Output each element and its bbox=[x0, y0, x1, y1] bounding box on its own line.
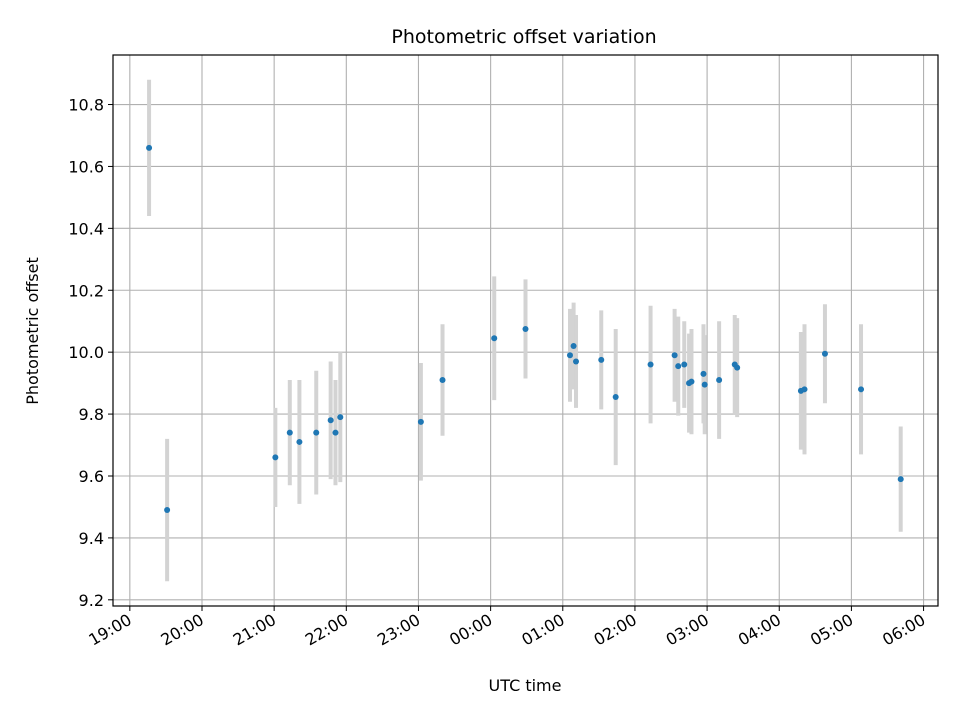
data-point bbox=[647, 361, 654, 368]
data-point bbox=[439, 377, 446, 384]
x-tick-label: 20:00 bbox=[158, 610, 207, 650]
x-axis: 19:00 20:00 21:00 22:00 23:00 00:00 01:00 02:00… bbox=[85, 606, 929, 650]
data-point bbox=[801, 386, 808, 393]
data-point bbox=[675, 363, 682, 370]
x-tick-label: 01:00 bbox=[518, 610, 567, 650]
data-point bbox=[566, 352, 573, 359]
y-tick-label: 10.0 bbox=[68, 343, 104, 362]
data-point bbox=[700, 370, 707, 377]
data-point bbox=[897, 476, 904, 483]
data-point bbox=[337, 414, 344, 421]
data-point bbox=[417, 418, 424, 425]
x-tick-label: 04:00 bbox=[735, 610, 784, 650]
y-tick-label: 10.8 bbox=[68, 96, 104, 115]
x-tick-label: 06:00 bbox=[879, 610, 928, 650]
data-point bbox=[522, 325, 529, 332]
data-point bbox=[296, 438, 303, 445]
chart-title: Photometric offset variation bbox=[391, 26, 656, 48]
data-point bbox=[671, 352, 678, 359]
data-point bbox=[821, 350, 828, 357]
data-point bbox=[598, 356, 605, 363]
data-point bbox=[688, 378, 695, 385]
data-point bbox=[491, 335, 498, 342]
plot-frame bbox=[112, 54, 939, 607]
data-point bbox=[146, 144, 153, 151]
data-point bbox=[573, 358, 580, 365]
data-point bbox=[164, 507, 171, 514]
data-point bbox=[272, 454, 279, 461]
x-tick-label: 02:00 bbox=[591, 610, 640, 650]
data-point bbox=[612, 394, 619, 401]
y-tick-label: 9.4 bbox=[79, 529, 104, 548]
x-axis-title: UTC time bbox=[489, 676, 562, 695]
data-point bbox=[570, 342, 577, 349]
data-point bbox=[313, 429, 320, 436]
y-axis-title: Photometric offset bbox=[23, 257, 42, 405]
data-point bbox=[332, 429, 339, 436]
y-tick-label: 9.2 bbox=[79, 591, 104, 610]
y-tick-label: 10.4 bbox=[68, 219, 104, 238]
data-point bbox=[734, 364, 741, 371]
data-point bbox=[286, 429, 293, 436]
x-tick-label: 23:00 bbox=[374, 610, 423, 650]
x-tick-label: 19:00 bbox=[85, 610, 134, 650]
y-tick-label: 10.2 bbox=[68, 281, 104, 300]
data-point bbox=[701, 381, 708, 388]
y-axis: 9.2 9.4 9.6 9.8 10.0 10.2 10.4 10.6 10.8 bbox=[68, 96, 113, 610]
data-point bbox=[327, 417, 334, 424]
data-point bbox=[716, 377, 723, 384]
x-tick-label: 21:00 bbox=[230, 610, 279, 650]
data-points bbox=[146, 144, 904, 514]
y-tick-label: 9.8 bbox=[79, 405, 104, 424]
x-tick-label: 03:00 bbox=[663, 610, 712, 650]
y-tick-label: 10.6 bbox=[68, 157, 104, 176]
data-point bbox=[681, 361, 688, 368]
x-tick-label: 05:00 bbox=[807, 610, 856, 650]
data-point bbox=[858, 386, 865, 393]
x-tick-label: 22:00 bbox=[302, 610, 351, 650]
y-tick-label: 9.6 bbox=[79, 467, 104, 486]
x-tick-label: 00:00 bbox=[446, 610, 495, 650]
